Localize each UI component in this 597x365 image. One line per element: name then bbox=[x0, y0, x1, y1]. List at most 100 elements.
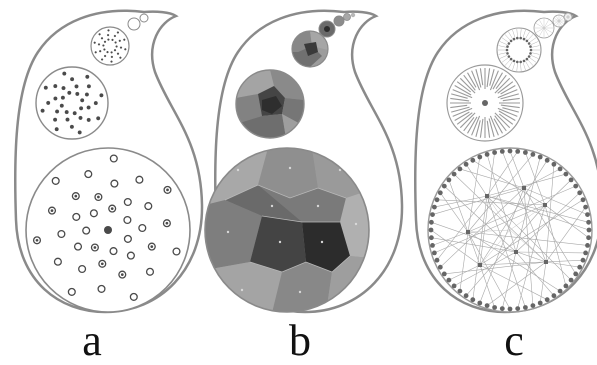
tree-leaf-node bbox=[568, 277, 574, 283]
tree-leaf-node bbox=[563, 283, 569, 289]
spiral-dot bbox=[82, 226, 91, 235]
spiral-dot bbox=[103, 40, 107, 43]
spiral-dot bbox=[54, 127, 59, 132]
spiral-dot bbox=[93, 101, 98, 106]
tree-leaf-node bbox=[499, 306, 505, 311]
tree-internal-node bbox=[485, 194, 489, 198]
tree-leaf-node bbox=[537, 300, 543, 306]
spiral-dot bbox=[129, 292, 138, 301]
tree-leaf-node bbox=[432, 250, 437, 256]
spiral-dot bbox=[59, 103, 64, 108]
panel-c-circle-small bbox=[496, 27, 542, 73]
spiral-dot bbox=[61, 86, 66, 91]
spiral-dot bbox=[98, 33, 101, 36]
tree-internal-node bbox=[543, 203, 547, 207]
tree-leaf-node bbox=[430, 212, 435, 218]
tree-leaf-node bbox=[586, 219, 591, 225]
tree-leaf-node bbox=[523, 305, 528, 310]
spiral-dot bbox=[106, 33, 110, 37]
spiral-dot bbox=[60, 95, 65, 100]
panel-a-circle-tiny-2 bbox=[139, 13, 149, 23]
tree-internal-node bbox=[478, 263, 482, 267]
spiral-dot bbox=[43, 85, 48, 90]
spiral-dot bbox=[96, 116, 101, 121]
spiral-dot bbox=[78, 264, 87, 274]
spiral-dot bbox=[86, 117, 91, 122]
spiral-dot bbox=[72, 212, 81, 221]
spiral-dot bbox=[116, 31, 119, 34]
spiral-dot bbox=[80, 98, 85, 103]
tree-leaf-node bbox=[551, 161, 557, 167]
spiral-dot bbox=[100, 58, 104, 61]
spiral-dot bbox=[103, 54, 107, 58]
tree-leaf-node bbox=[437, 190, 443, 196]
spiral-dot bbox=[123, 234, 132, 243]
tree-leaf-node bbox=[573, 271, 579, 277]
tree-leaf-node bbox=[451, 283, 457, 289]
spiral-dot bbox=[57, 229, 66, 239]
tree-leaf-node bbox=[446, 277, 452, 283]
tree-leaf-node bbox=[530, 303, 536, 308]
tree-leaf-node bbox=[537, 154, 543, 160]
spiral-dot bbox=[107, 29, 110, 32]
spiral-dot bbox=[103, 48, 106, 51]
spiral-dot bbox=[172, 247, 181, 256]
spiral-dot bbox=[138, 223, 147, 233]
spiral-dot bbox=[110, 51, 113, 54]
tree-leaf-node bbox=[586, 235, 591, 241]
tree-leaf-node bbox=[506, 52, 509, 55]
tree-leaf-node bbox=[563, 171, 569, 177]
spiral-dot bbox=[67, 287, 76, 296]
spiral-dot bbox=[77, 130, 82, 135]
panel-c-radial-trees bbox=[427, 12, 593, 313]
tree-leaf-node bbox=[463, 293, 469, 299]
spiral-dot bbox=[64, 110, 69, 115]
tree-leaf-node bbox=[529, 52, 532, 55]
tree-leaf-node bbox=[580, 257, 586, 263]
spiral-dot bbox=[53, 96, 58, 101]
tree-leaf-node bbox=[470, 157, 476, 163]
tree-leaf-node bbox=[457, 288, 463, 294]
panel-a: a bbox=[13, 9, 204, 365]
spiral-center bbox=[104, 226, 112, 234]
spiral-dot bbox=[40, 108, 45, 113]
spiral-dot bbox=[97, 43, 101, 46]
spiral-dot bbox=[124, 48, 127, 51]
spiral-dot bbox=[53, 84, 58, 89]
tree-leaf-node bbox=[516, 60, 519, 64]
spiral-dot bbox=[106, 50, 109, 54]
tree-leaf-node bbox=[434, 197, 440, 203]
tree-leaf-node bbox=[522, 59, 526, 63]
tree-leaf-node bbox=[492, 305, 497, 310]
tree-leaf-node bbox=[428, 227, 434, 233]
tree-leaf-node bbox=[477, 300, 483, 306]
tree-leaf-node bbox=[492, 150, 497, 155]
panel-b-voronoi-small bbox=[292, 31, 328, 67]
panel-b-voronoi-large bbox=[205, 148, 369, 312]
spiral-dot bbox=[116, 52, 120, 55]
spiral-dot bbox=[115, 45, 118, 48]
spiral-dot bbox=[53, 257, 62, 266]
tree-leaf-node bbox=[441, 183, 447, 189]
tree-leaf-node bbox=[457, 166, 463, 172]
spiral-dot bbox=[100, 37, 104, 40]
spiral-dot bbox=[79, 106, 84, 111]
tree-internal-node bbox=[514, 250, 518, 254]
spiral-dot bbox=[67, 90, 72, 95]
tree-leaf-node bbox=[580, 197, 586, 203]
tree-root-node bbox=[482, 100, 488, 106]
tree-internal-node bbox=[466, 230, 470, 234]
spiral-dot bbox=[89, 209, 98, 218]
tree-leaf-node bbox=[429, 219, 434, 225]
tree-leaf-node bbox=[583, 250, 588, 256]
tree-leaf-node bbox=[446, 177, 452, 183]
panel-a-circle-small bbox=[90, 26, 130, 66]
spiral-dot bbox=[74, 84, 79, 89]
spiral-dot bbox=[99, 93, 104, 98]
spiral-dot bbox=[53, 117, 58, 122]
spiral-dot bbox=[123, 197, 132, 207]
spiral-dot bbox=[102, 44, 105, 47]
tree-leaf-node bbox=[509, 57, 513, 61]
spiral-dot bbox=[97, 284, 106, 293]
